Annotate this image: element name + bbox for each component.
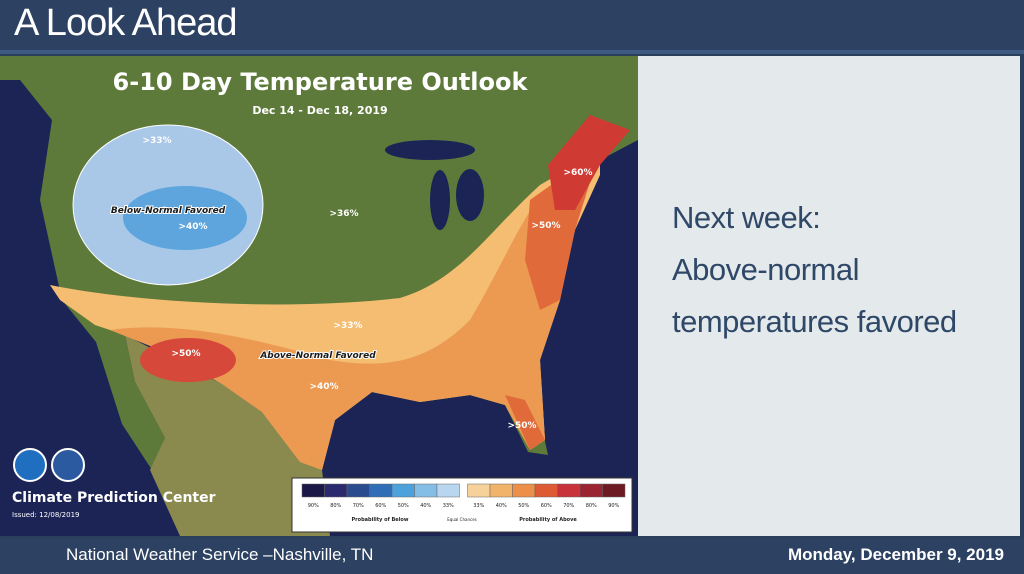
legend-equal: Equal Chances xyxy=(447,517,477,522)
legend-cell xyxy=(467,483,491,498)
region-title: Above-Normal Favored xyxy=(259,351,376,361)
region-label: >40% xyxy=(309,382,338,392)
center-name: Climate Prediction Center xyxy=(12,490,216,506)
above-60-area xyxy=(548,115,630,210)
legend-above: Probability of Above xyxy=(519,517,577,523)
legend-cell xyxy=(324,483,348,498)
map-title: 6-10 Day Temperature Outlook xyxy=(113,68,529,96)
lake xyxy=(456,169,484,221)
panel-line: temperatures favored xyxy=(672,304,957,339)
legend-tick-label: 40% xyxy=(496,503,507,509)
mexico-land xyxy=(125,335,330,536)
legend-tick-label: 90% xyxy=(308,503,319,509)
region-label: >50% xyxy=(531,221,560,231)
region-label: >40% xyxy=(178,222,207,232)
header-title: A Look Ahead xyxy=(14,2,238,44)
below-40-area xyxy=(123,186,247,250)
legend-tick-label: 33% xyxy=(443,503,454,509)
above-50-southwest xyxy=(140,338,236,382)
footer: National Weather Service –Nashville, TN … xyxy=(0,538,1024,574)
region-label: >33% xyxy=(333,321,362,331)
legend-tick-label: 60% xyxy=(375,503,386,509)
legend-cell xyxy=(534,483,558,498)
issued-date: Issued: 12/08/2019 xyxy=(12,511,79,519)
legend-cells: 90% 80% 70% 60% 50% 40% 33% 33% 40% 50% 60% 70% 80% 9… xyxy=(301,483,626,523)
footer-date: Monday, December 9, 2019 xyxy=(787,545,1004,564)
region-label: >33% xyxy=(142,136,171,146)
legend-cell xyxy=(512,483,536,498)
legend-cell xyxy=(369,483,393,498)
legend-tick-label: 40% xyxy=(420,503,431,509)
panel-line: Next week: xyxy=(672,200,821,235)
text-panel: Next week: Above-normal temperatures fav… xyxy=(638,56,1020,536)
legend-tick-label: 70% xyxy=(563,503,574,509)
legend-tick-label: 50% xyxy=(518,503,529,509)
legend-tick-label: 80% xyxy=(330,503,341,509)
lake xyxy=(430,170,450,230)
legend-cell xyxy=(602,483,626,498)
legend-cell xyxy=(414,483,438,498)
nws-logo xyxy=(51,448,85,482)
footer-source: National Weather Service –Nashville, TN xyxy=(66,545,374,564)
legend-cell xyxy=(346,483,370,498)
legend-cell xyxy=(436,483,460,498)
panel-line: Above-normal xyxy=(672,252,859,287)
legend-tick-label: 50% xyxy=(398,503,409,509)
legend-tick-label: 70% xyxy=(353,503,364,509)
region-label: >36% xyxy=(329,209,358,219)
legend-tick-label: 90% xyxy=(608,503,619,509)
legend-cell xyxy=(301,483,325,498)
header: A Look Ahead xyxy=(0,0,1024,54)
legend-cell xyxy=(391,483,415,498)
lake xyxy=(385,140,475,160)
region-title: Below-Normal Favored xyxy=(111,206,226,216)
outlook-map: 90% 80% 70% 60% 50% 40% 33% 33% 40% 50% 60% 70% 80% 9… xyxy=(0,56,638,536)
legend-cell xyxy=(579,483,603,498)
legend-tick-label: 33% xyxy=(473,503,484,509)
noaa-logo xyxy=(13,448,47,482)
region-label: >60% xyxy=(563,168,592,178)
legend-tick-label: 80% xyxy=(586,503,597,509)
map-subtitle: Dec 14 - Dec 18, 2019 xyxy=(252,104,387,117)
legend-cell xyxy=(489,483,513,498)
above-50-area xyxy=(505,150,600,450)
region-label: >50% xyxy=(171,349,200,359)
region-label: >50% xyxy=(507,421,536,431)
legend-cell xyxy=(557,483,581,498)
legend-below: Probability of Below xyxy=(352,517,409,523)
legend-tick-label: 60% xyxy=(541,503,552,509)
